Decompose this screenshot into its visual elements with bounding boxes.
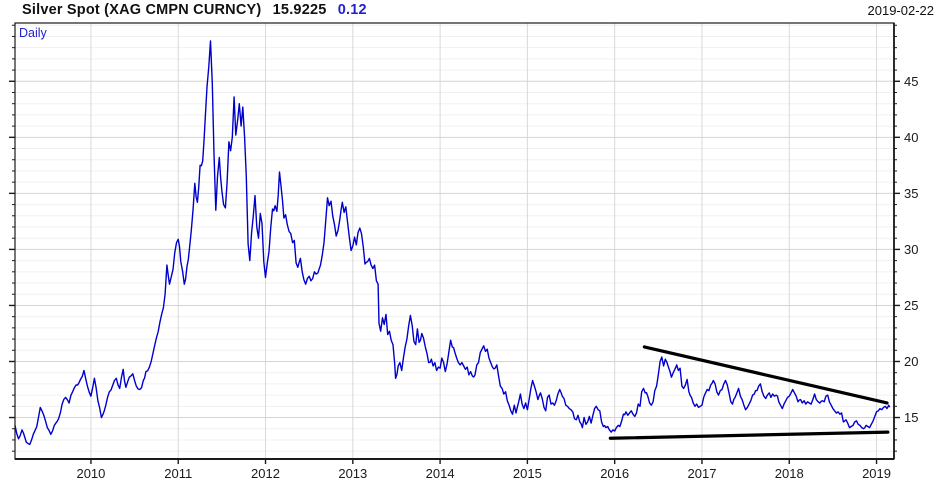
lower-ascending-trendline bbox=[608, 430, 890, 440]
axis-tick-labels: 15 20 25 30 35 40 45 2010 2011 2012 2013 2014 2015 20… bbox=[76, 74, 918, 481]
x-tick-label: 2019 bbox=[862, 466, 891, 481]
y-tick-label: 20 bbox=[904, 354, 918, 369]
interval-label: Daily bbox=[19, 26, 47, 40]
y-tick-label: 35 bbox=[904, 186, 918, 201]
y-major-gridlines bbox=[15, 80, 894, 419]
x-tick-label: 2015 bbox=[513, 466, 542, 481]
price-change: 0.12 bbox=[337, 2, 367, 18]
x-tick-label: 2012 bbox=[251, 466, 280, 481]
x-tick-label: 2017 bbox=[688, 466, 717, 481]
x-year-gridlines bbox=[90, 23, 878, 459]
y-minor-gridlines bbox=[15, 24, 894, 452]
x-tick-label: 2013 bbox=[338, 466, 367, 481]
y-tick-label: 25 bbox=[904, 298, 918, 313]
x-tick-label: 2016 bbox=[600, 466, 629, 481]
y-tick-label: 15 bbox=[904, 410, 918, 425]
plot-frame bbox=[14, 22, 895, 460]
y-tick-label: 45 bbox=[904, 74, 918, 89]
y-tick-label: 30 bbox=[904, 242, 918, 257]
quote-date: 2019-02-22 bbox=[867, 3, 935, 18]
upper-descending-trendline bbox=[642, 345, 889, 405]
x-tick-label: 2014 bbox=[426, 466, 455, 481]
y-tick-label: 40 bbox=[904, 130, 918, 145]
x-tick-label: 2011 bbox=[164, 466, 192, 481]
price-line bbox=[14, 40, 891, 446]
axis-ticks bbox=[9, 24, 900, 464]
chart-title: Silver Spot (XAG CMPN CURNCY) 15.9225 0.… bbox=[22, 2, 367, 18]
x-tick-label: 2018 bbox=[775, 466, 804, 481]
instrument-name: Silver Spot (XAG CMPN CURNCY) bbox=[22, 2, 262, 18]
last-price: 15.9225 bbox=[272, 2, 327, 18]
x-tick-label: 2010 bbox=[76, 466, 105, 481]
